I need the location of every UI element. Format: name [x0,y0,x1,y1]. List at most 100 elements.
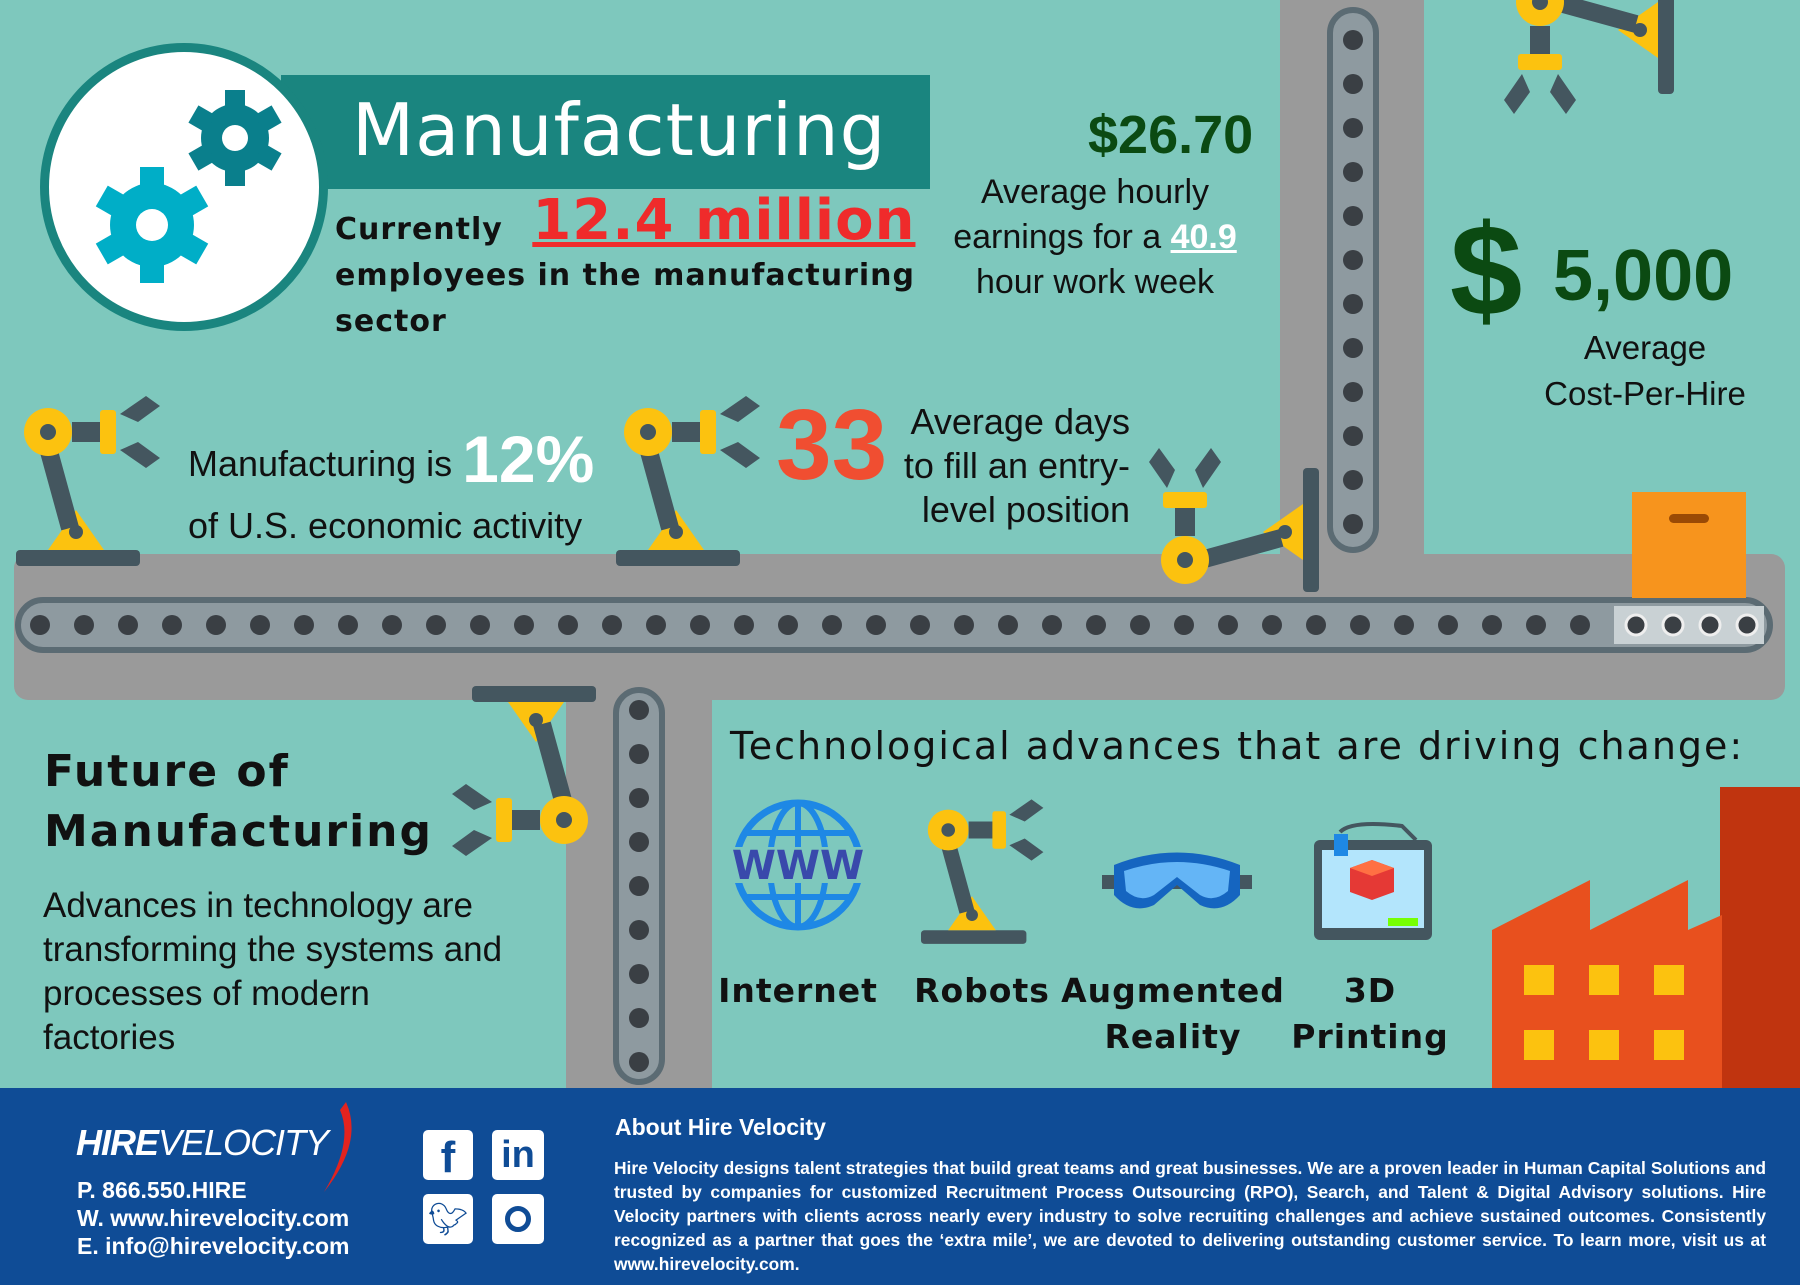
belt-roller [1262,615,1282,635]
robot-arm-icon [930,800,1070,940]
linkedin-icon[interactable]: in [492,1130,544,1180]
belt-roller [866,615,886,635]
belt-roller [1350,615,1370,635]
earnings-line1: Average hourly [980,173,1210,211]
belt-roller [1735,613,1759,637]
belt-roller [629,788,649,808]
belt-roller [338,615,358,635]
phone: P. 866.550.HIRE [77,1177,247,1203]
belt-roller [118,615,138,635]
belt-roller [1343,382,1363,402]
facebook-icon[interactable]: f [423,1130,473,1182]
belt-roller [629,700,649,720]
cost-per-hire-value: 5,000 [1553,236,1734,316]
belt-roller [294,615,314,635]
tech-label: 3D [1343,971,1397,1010]
belt-roller [602,615,622,635]
economic-stat: Manufacturing is 12% of U.S. economic ac… [188,426,594,557]
twitter-icon[interactable]: 🐦︎ [423,1194,473,1244]
belt-roller [1306,615,1326,635]
future-body-line: Advances in technology are [43,886,473,925]
horizontal-belt [15,597,1773,653]
employees-stat: Currently 12.4 million employees in the … [335,193,916,345]
tech-heading: Technological advances that are driving … [730,724,1745,768]
belt-roller [162,615,182,635]
earnings-line2: earnings for a [953,218,1162,256]
belt-roller [470,615,490,635]
tech-label: Reality [1104,1017,1242,1056]
belt-roller [1042,615,1062,635]
belt-roller [514,615,534,635]
hire-velocity-logo[interactable]: HIREVELOCITY [76,1102,352,1192]
belt-roller [1218,615,1238,635]
tech-label: Augmented [1061,971,1285,1010]
box-icon [1632,492,1746,598]
title-banner [281,75,930,189]
tech-item-3d: 3D Printing [1272,968,1468,1060]
belt-roller [1661,613,1685,637]
tech-item-internet: Internet [700,968,896,1014]
belt-roller [74,615,94,635]
page-title: Manufacturing [352,88,887,172]
belt-roller [629,744,649,764]
employees-line2: employees in the manufacturing [335,258,916,293]
belt-roller [1394,615,1414,635]
earnings-text: Average hourly earnings for a 40.9 hour … [920,170,1270,305]
belt-roller [1438,615,1458,635]
earnings-line3: hour work week [975,263,1215,301]
belt-roller [629,876,649,896]
belt-roller [1343,30,1363,50]
website-link[interactable]: W. www.hirevelocity.com [77,1205,350,1231]
cost-line2: Cost-Per-Hire [1544,375,1746,412]
belt-roller [822,615,842,635]
tech-item-ar: Augmented Reality [1060,968,1286,1060]
belt-roller [910,615,930,635]
logo-bold: HIRE [76,1122,159,1163]
belt-roller [558,615,578,635]
belt-roller [646,615,666,635]
belt-roller [426,615,446,635]
employees-line3: sector [335,304,447,339]
earnings-value: $26.70 [1088,105,1254,165]
belt-roller [629,920,649,940]
days-line3: level position [921,489,1130,530]
belt-roller [629,1008,649,1028]
belt-roller [1343,162,1363,182]
belt-roller [690,615,710,635]
belt-roller [1343,206,1363,226]
belt-roller [1526,615,1546,635]
belt-roller [1624,613,1648,637]
future-body-line: transforming the systems and [43,930,503,969]
belt-roller [778,615,798,635]
employees-value: 12.4 million [532,188,916,253]
days-text: Average days to fill an entry- level pos… [875,400,1130,532]
belt-roller [1130,615,1150,635]
footer: HIREVELOCITY P. 866.550.HIRE W. www.hire… [0,1088,1800,1285]
instagram-icon[interactable] [492,1194,544,1244]
tech-label: Internet [718,971,878,1010]
earnings-hours: 40.9 [1170,218,1237,256]
belt-roller [1343,118,1363,138]
belt-roller [1698,613,1722,637]
employees-prefix: Currently [335,212,503,247]
belt-roller [998,615,1018,635]
svg-text:WWW: WWW [732,843,864,889]
belt-roller [1174,615,1194,635]
tech-label: Printing [1291,1017,1449,1056]
belt-roller [1570,615,1590,635]
belt-roller [1343,338,1363,358]
belt-roller [954,615,974,635]
belt-roller [1482,615,1502,635]
belt-roller [629,1052,649,1072]
goggles-icon [1102,852,1252,909]
economic-prefix: Manufacturing is [188,443,453,484]
belt-roller [1343,470,1363,490]
belt-roller [1086,615,1106,635]
belt-roller [1343,74,1363,94]
belt-roller [734,615,754,635]
globe-www-icon: WWW [730,799,866,931]
dollar-sign: $ [1450,197,1523,343]
email-link[interactable]: E. info@hirevelocity.com [77,1233,350,1259]
belt-roller [629,832,649,852]
